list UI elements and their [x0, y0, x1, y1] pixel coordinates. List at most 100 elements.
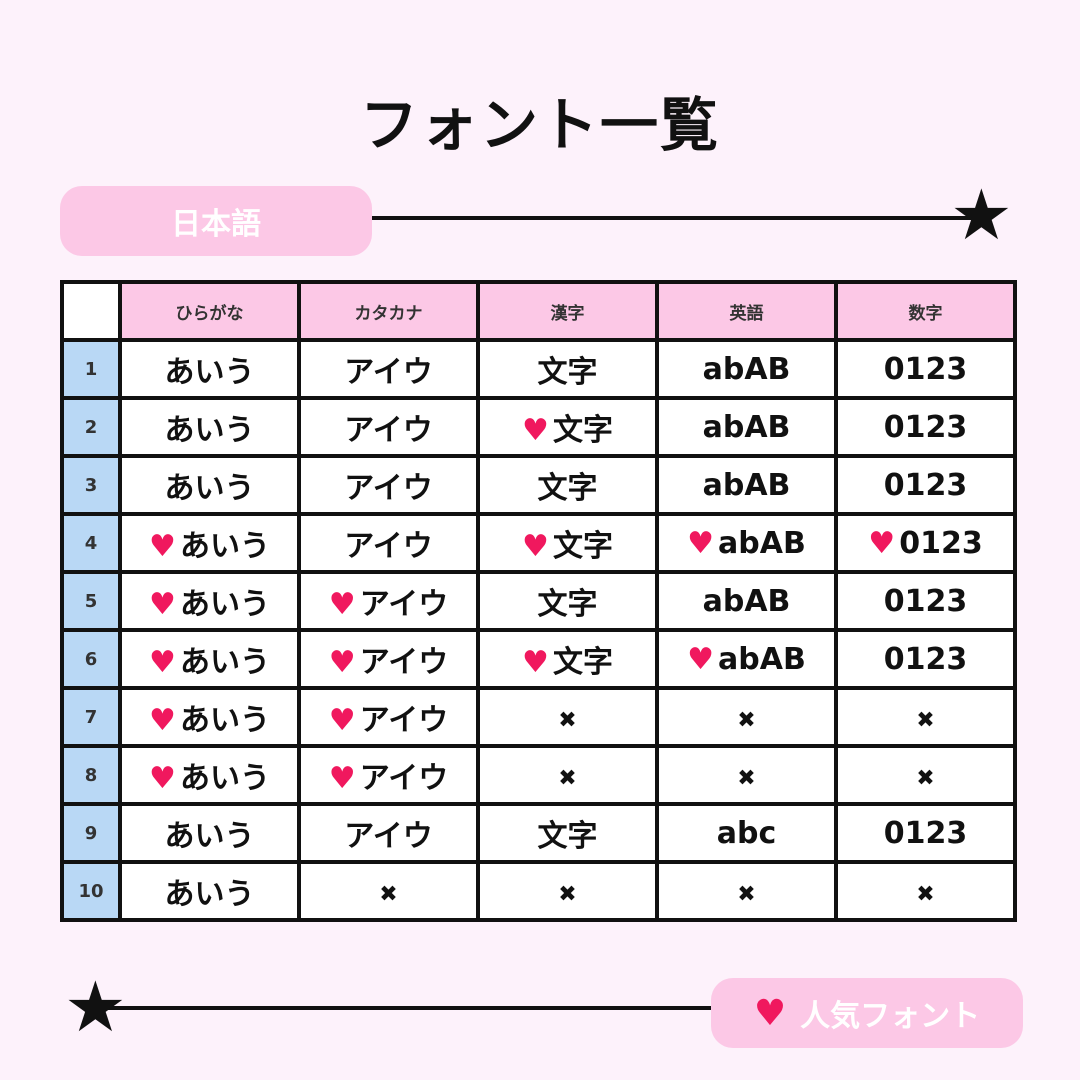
sample-text: あいう: [179, 529, 270, 564]
row-number: 3: [60, 454, 122, 516]
table-row: 4 ♥ あいう アイウ ♥ 文字 ♥ abAB ♥ 0123: [60, 512, 1017, 574]
font-sample-cell: ♥ アイウ: [297, 744, 480, 806]
star-icon: ★: [64, 966, 127, 1048]
sample-text: 0123: [899, 525, 983, 561]
sample-text: 0123: [883, 409, 968, 445]
heart-icon: ♥: [328, 761, 356, 796]
sample-text: アイウ: [344, 529, 433, 564]
row-number: 1: [60, 338, 122, 400]
heart-icon: ♥: [522, 413, 549, 448]
sample-text: あいう: [164, 819, 255, 854]
sample-text: 文字: [537, 587, 598, 622]
sample-text: 0123: [883, 815, 968, 851]
heart-icon: ♥: [328, 587, 356, 622]
row-number: 6: [60, 628, 122, 690]
sample-text: 文字: [537, 819, 598, 854]
font-sample-cell: ♥ abAB: [655, 628, 838, 690]
heart-icon: ♥: [149, 703, 176, 738]
font-sample-cell: あいう: [118, 396, 301, 458]
font-sample-cell: ♥ あいう: [118, 512, 301, 574]
sample-text: アイウ: [359, 703, 449, 738]
font-sample-cell: アイウ: [297, 338, 480, 400]
font-sample-cell: abAB: [655, 396, 838, 458]
sample-text: アイウ: [359, 761, 449, 796]
heart-icon: ♥: [687, 641, 715, 677]
font-sample-cell: abAB: [655, 570, 838, 632]
sample-text: 文字: [552, 529, 613, 564]
sample-text: abAB: [718, 525, 806, 561]
sample-text: アイウ: [344, 819, 433, 854]
font-sample-cell: ♥ 文字: [476, 512, 659, 574]
table-row: 10 あいう ✖ ✖ ✖ ✖: [60, 860, 1017, 922]
unsupported-mark: ✖: [558, 881, 577, 907]
sample-text: あいう: [179, 587, 270, 622]
legend-label: 人気フォント: [800, 999, 981, 1034]
section-label-japanese: 日本語: [60, 186, 372, 256]
font-sample-cell: ✖: [476, 860, 659, 922]
font-sample-cell: ♥ アイウ: [297, 570, 480, 632]
unsupported-mark: ✖: [379, 881, 398, 907]
font-sample-cell: あいう: [118, 860, 301, 922]
sample-text: あいう: [164, 877, 255, 912]
row-number: 5: [60, 570, 122, 632]
row-number: 2: [60, 396, 122, 458]
font-sample-cell: 0123: [834, 570, 1017, 632]
font-sample-cell: ♥ アイウ: [297, 686, 480, 748]
font-sample-cell: ✖: [655, 686, 838, 748]
legend-popular-font: ♥ 人気フォント: [711, 978, 1023, 1048]
font-sample-cell: 文字: [476, 802, 659, 864]
column-header: ひらがな: [118, 280, 301, 342]
row-number: 4: [60, 512, 122, 574]
font-sample-cell: ✖: [655, 744, 838, 806]
column-header: 英語: [655, 280, 838, 342]
divider-line-bottom: [100, 1006, 711, 1010]
sample-text: あいう: [164, 413, 255, 448]
font-sample-cell: ♥ あいう: [118, 744, 301, 806]
sample-text: abAB: [718, 641, 806, 677]
font-sample-cell: アイウ: [297, 802, 480, 864]
row-number: 7: [60, 686, 122, 748]
header-row: ひらがな カタカナ 漢字 英語 数字: [60, 280, 1017, 342]
row-number: 10: [60, 860, 122, 922]
heart-icon: ♥: [522, 529, 549, 564]
table-row: 5 ♥ あいう ♥ アイウ 文字 abAB 0123: [60, 570, 1017, 632]
heart-icon: ♥: [328, 645, 356, 680]
row-number: 9: [60, 802, 122, 864]
column-header: 漢字: [476, 280, 659, 342]
unsupported-mark: ✖: [737, 707, 756, 733]
table-row: 8 ♥ あいう ♥ アイウ ✖ ✖ ✖: [60, 744, 1017, 806]
font-sample-cell: ♥ abAB: [655, 512, 838, 574]
heart-icon: ♥: [149, 529, 176, 564]
sample-text: アイウ: [344, 413, 433, 448]
unsupported-mark: ✖: [916, 765, 935, 791]
font-sample-cell: 文字: [476, 570, 659, 632]
column-header: カタカナ: [297, 280, 480, 342]
sample-text: 0123: [883, 641, 968, 677]
sample-text: アイウ: [344, 355, 433, 390]
sample-text: 0123: [883, 467, 968, 503]
font-sample-cell: アイウ: [297, 512, 480, 574]
font-sample-cell: ✖: [297, 860, 480, 922]
heart-icon: ♥: [753, 992, 787, 1034]
font-sample-cell: 0123: [834, 454, 1017, 516]
sample-text: 文字: [537, 355, 598, 390]
font-sample-cell: ✖: [834, 686, 1017, 748]
sample-text: あいう: [179, 645, 270, 680]
font-sample-cell: ♥ 0123: [834, 512, 1017, 574]
font-sample-cell: ♥ アイウ: [297, 628, 480, 690]
font-sample-cell: 0123: [834, 802, 1017, 864]
table-row: 7 ♥ あいう ♥ アイウ ✖ ✖ ✖: [60, 686, 1017, 748]
sample-text: あいう: [179, 703, 270, 738]
corner-cell: [60, 280, 122, 342]
heart-icon: ♥: [149, 587, 176, 622]
font-table: ひらがな カタカナ 漢字 英語 数字 1 あいう アイウ 文字 abAB 0123 2 あいう アイウ ♥…: [60, 280, 1017, 922]
table-row: 6 ♥ あいう ♥ アイウ ♥ 文字 ♥ abAB 0123: [60, 628, 1017, 690]
font-sample-cell: ♥ 文字: [476, 396, 659, 458]
font-sample-cell: あいう: [118, 454, 301, 516]
sample-text: abAB: [702, 409, 791, 445]
sample-text: 文字: [552, 645, 613, 680]
divider-line-top: [372, 216, 972, 220]
font-sample-cell: あいう: [118, 338, 301, 400]
heart-icon: ♥: [328, 703, 356, 738]
font-sample-cell: ♥ 文字: [476, 628, 659, 690]
